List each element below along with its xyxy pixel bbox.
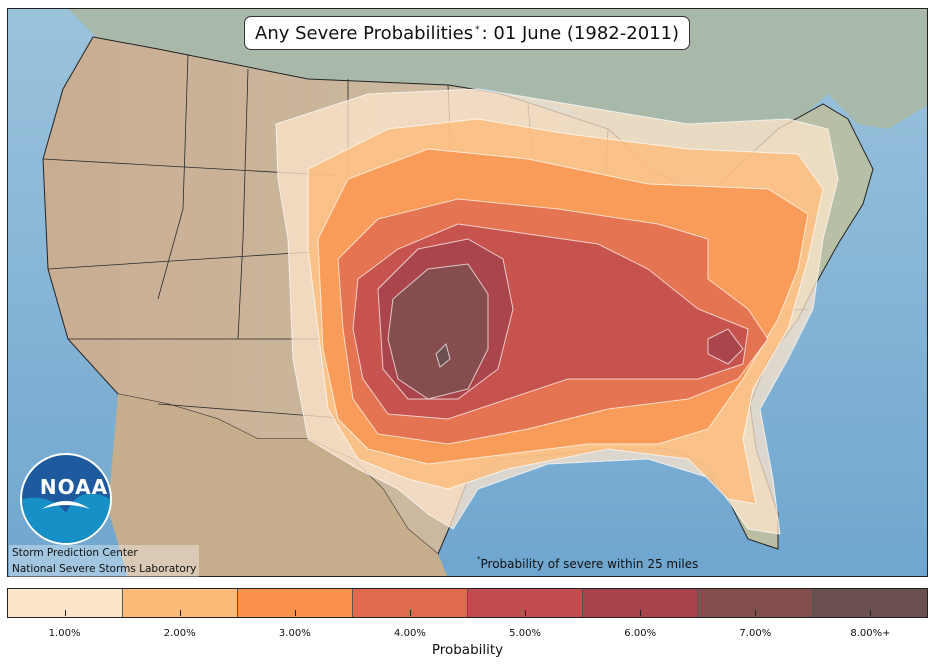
probability-contours bbox=[275, 88, 839, 535]
colorbar-tick: 8.00%+ bbox=[813, 610, 928, 639]
colorbar-tick: 1.00% bbox=[7, 610, 122, 639]
footnote-marker: * bbox=[477, 555, 481, 563]
contour-8pct bbox=[435, 343, 451, 368]
colorbar-segment bbox=[813, 589, 927, 617]
title-marker: * bbox=[475, 25, 480, 35]
colorbar-tick: 5.00% bbox=[468, 610, 583, 639]
probability-map bbox=[8, 9, 927, 576]
colorbar-tick: 3.00% bbox=[237, 610, 352, 639]
noaa-logo-text: NOAA bbox=[28, 461, 120, 553]
footnote-text: Probability of severe within 25 miles bbox=[480, 557, 699, 571]
credit-line-2: National Severe Storms Laboratory bbox=[12, 563, 197, 575]
credit-line-1: Storm Prediction Center bbox=[12, 547, 138, 559]
credits: Storm Prediction Center National Severe … bbox=[9, 545, 200, 577]
contour-7pct bbox=[387, 263, 489, 400]
title-date: : 01 June (1982-2011) bbox=[481, 22, 680, 44]
colorbar-tick: 7.00% bbox=[698, 610, 813, 639]
colorbar-label: Probability bbox=[431, 642, 504, 658]
title-main: Any Severe Probabilities bbox=[255, 22, 474, 44]
mexico-land bbox=[108, 394, 448, 576]
map-panel: NOAA bbox=[7, 8, 928, 577]
contour-6pct-east bbox=[707, 328, 744, 365]
footnote: *Probability of severe within 25 miles bbox=[477, 555, 699, 571]
map-title: Any Severe Probabilities * : 01 June (19… bbox=[244, 16, 691, 50]
colorbar bbox=[7, 588, 928, 618]
colorbar-tick: 2.00% bbox=[122, 610, 237, 639]
colorbar-tick: 6.00% bbox=[583, 610, 698, 639]
noaa-logo bbox=[20, 453, 112, 545]
noaa-logo-label: NOAA bbox=[39, 475, 109, 499]
colorbar-tick: 4.00% bbox=[352, 610, 467, 639]
colorbar-ticks: 1.00% 2.00% 3.00% 4.00% 5.00% 6.00% 7.00… bbox=[7, 610, 928, 639]
